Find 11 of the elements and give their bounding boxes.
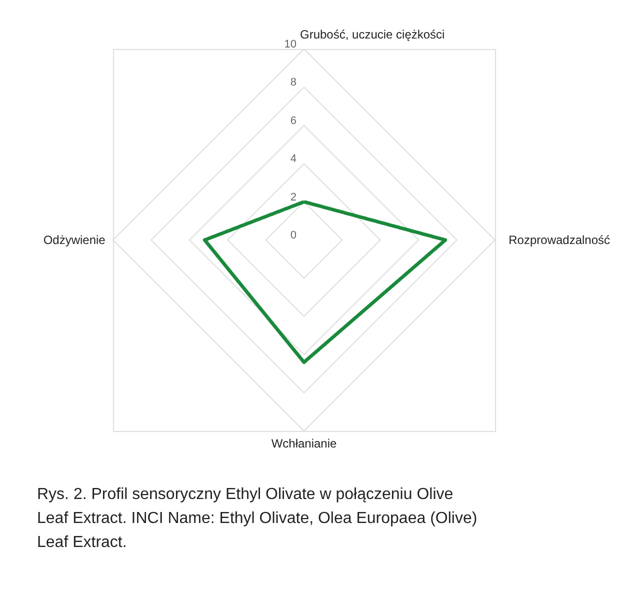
text: Rys. 2. Profil sensoryczny Ethyl Olivate w połączeniu Olive Leaf Extract. INCI Name: Ethyl Olivate, Olea Europaea (Olive) Leaf Extract. [37, 486, 478, 551]
y-tick-label: 4 [290, 153, 296, 166]
y-tick-label: 2 [290, 191, 296, 204]
spoke-label: Odżywienie [43, 233, 106, 247]
spoke-label: Wchłanianie [271, 436, 338, 451]
y-tick-label: 10 [284, 38, 296, 50]
y-tick-label: 0 [290, 230, 296, 242]
y-tick-label: 6 [290, 114, 296, 127]
spoke-label: Grubość, uczucie ciężkości [300, 27, 445, 42]
spoke-label: Rozprowadzalność [508, 233, 610, 247]
y-tick-label: 8 [290, 76, 296, 89]
